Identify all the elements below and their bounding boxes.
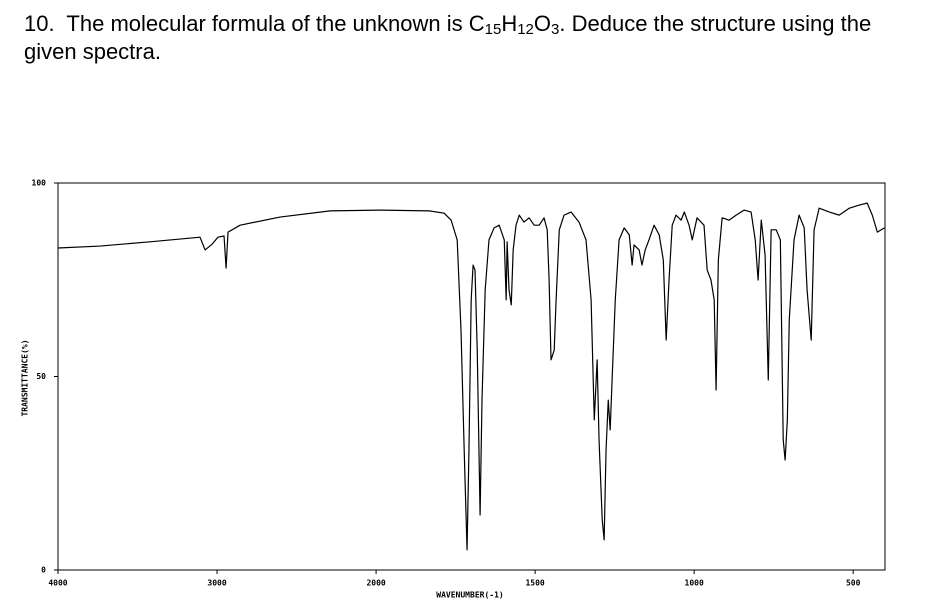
plot-frame (57, 182, 886, 571)
question: 10. The molecular formula of the unknown… (24, 10, 874, 66)
x-tick-label: 3000 (207, 579, 226, 588)
count: 12 (517, 21, 534, 38)
y-axis-label: TRANSMITTANCE(%) (21, 339, 30, 416)
x-tick-label: 1000 (685, 579, 704, 588)
x-tick-label: 4000 (48, 579, 67, 588)
count: 3 (551, 21, 560, 38)
x-tick-label: 2000 (366, 579, 385, 588)
spectrum-line (57, 202, 885, 551)
x-tick-label: 1500 (525, 579, 544, 588)
question-text: The molecular formula of the unknown is (66, 11, 463, 36)
element: H (501, 11, 518, 36)
formula: C15H12O3 (468, 11, 560, 38)
y-tick-label: 100 (32, 179, 47, 188)
y-tick-label: 50 (36, 372, 46, 381)
count: 15 (484, 21, 502, 38)
question-number: 10. (24, 11, 55, 36)
x-tick-label: 500 (846, 579, 861, 588)
question-text: . Deduce the structure using the given s… (24, 11, 872, 64)
y-tick-label: 0 (41, 566, 46, 575)
element: C (468, 11, 485, 36)
element: O (533, 11, 552, 36)
x-axis-label: WAVENUMBER(-1) (436, 591, 503, 600)
